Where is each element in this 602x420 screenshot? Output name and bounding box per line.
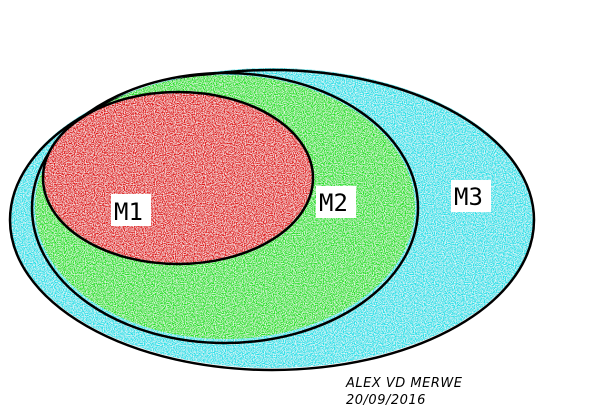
set-m1-label: M1 [114,198,143,226]
author-credit: ALEX VD MERWE [346,376,463,391]
date-credit: 20/09/2016 [346,393,426,408]
set-m2-label-group: M2 [316,186,356,218]
set-m2-outline [30,71,420,345]
set-m3-outline [8,68,536,372]
set-m1-label-group: M1 [111,194,151,226]
set-m3-label: M3 [454,183,483,211]
set-m1 [41,90,315,266]
set-m2-label: M2 [319,189,348,217]
set-m1-outline [41,90,315,266]
set-m3-label-group: M3 [451,180,491,212]
